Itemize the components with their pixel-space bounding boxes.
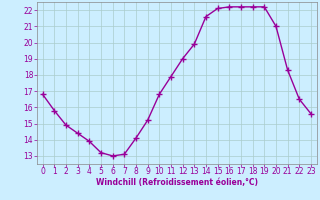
X-axis label: Windchill (Refroidissement éolien,°C): Windchill (Refroidissement éolien,°C) xyxy=(96,178,258,187)
